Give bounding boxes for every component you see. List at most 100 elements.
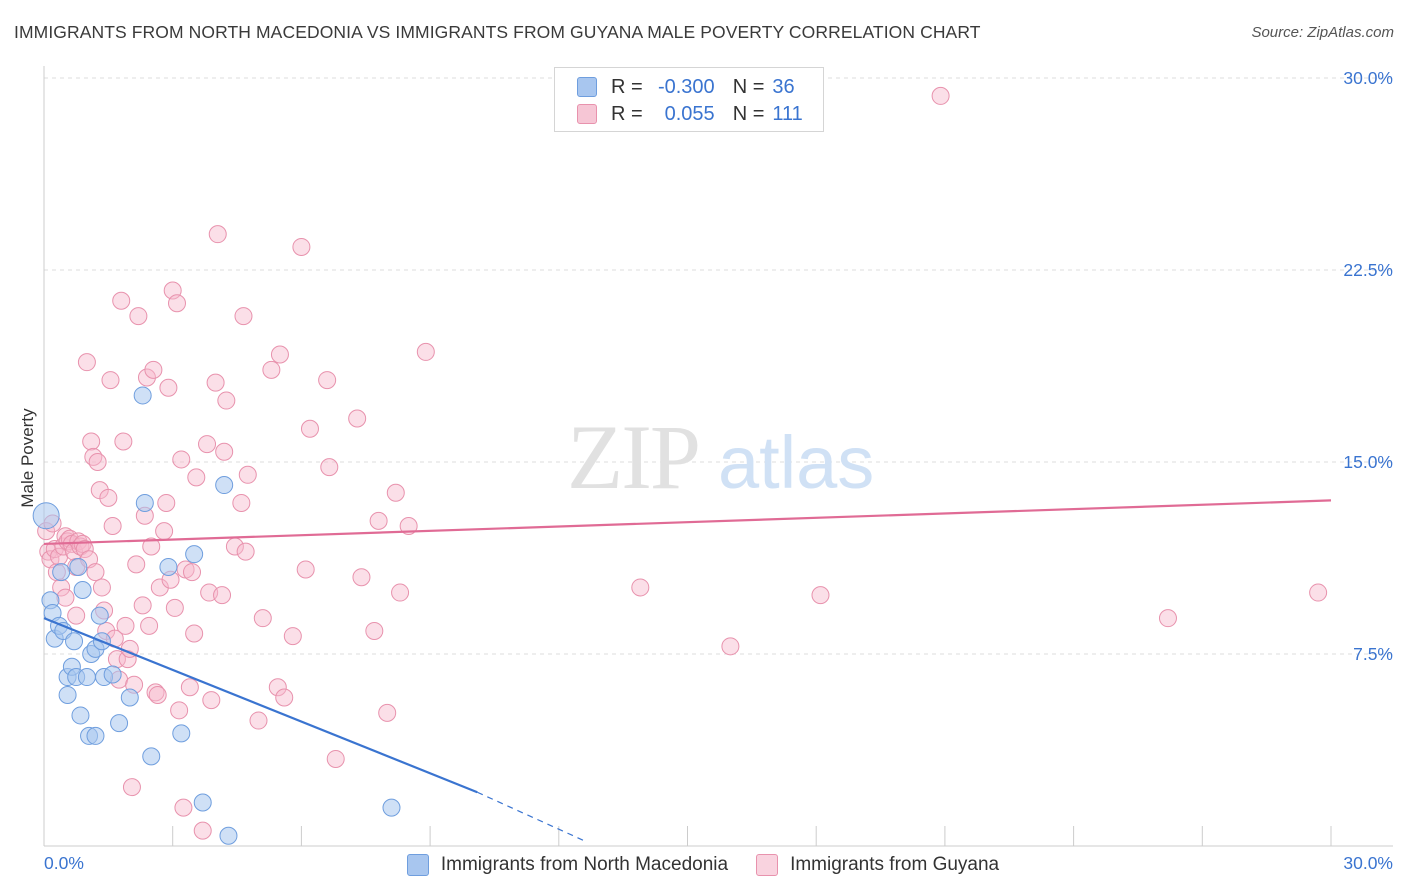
guyana-point xyxy=(99,488,118,507)
guyana-point xyxy=(129,307,148,326)
guyana-point xyxy=(326,749,345,768)
north-macedonia-point xyxy=(193,793,212,812)
guyana-point xyxy=(198,435,217,454)
guyana-point xyxy=(77,353,96,372)
guyana-point xyxy=(146,683,165,702)
legend-r-label: R = xyxy=(611,75,643,98)
north-macedonia-point xyxy=(77,668,96,687)
guyana-point xyxy=(103,517,122,535)
north-macedonia-point xyxy=(110,714,129,733)
guyana-point xyxy=(365,621,384,640)
north-macedonia-point xyxy=(142,747,161,766)
legend-r-value: -0.300 xyxy=(657,75,715,98)
north-macedonia-point xyxy=(133,386,152,405)
y-tick-label: 22.5% xyxy=(1343,260,1393,280)
guyana-point xyxy=(352,568,371,587)
guyana-point xyxy=(234,307,253,326)
legend-swatch-north-macedonia xyxy=(577,77,597,97)
series-legend: Immigrants from North Macedonia Immigran… xyxy=(0,852,1406,878)
guyana-point xyxy=(631,578,650,597)
legend-r-value: 0.055 xyxy=(664,102,715,125)
guyana-point xyxy=(283,627,302,646)
guyana-point xyxy=(270,345,289,364)
north-macedonia-point xyxy=(52,563,71,582)
north-macedonia-point xyxy=(32,502,60,530)
north-macedonia-point xyxy=(159,557,178,576)
guyana-point xyxy=(183,563,202,582)
north-macedonia-point xyxy=(215,476,234,495)
guyana-point xyxy=(82,432,101,451)
series-label-north-macedonia: Immigrants from North Macedonia xyxy=(440,854,729,875)
guyana-point xyxy=(122,778,141,797)
legend-n-value: 36 xyxy=(772,75,795,98)
chart-title: IMMIGRANTS FROM NORTH MACEDONIA VS IMMIG… xyxy=(14,22,981,42)
guyana-point xyxy=(180,678,199,697)
guyana-point xyxy=(174,798,193,817)
guyana-points xyxy=(37,86,1328,840)
guyana-point xyxy=(320,458,339,477)
guyana-point xyxy=(159,378,178,397)
north-macedonia-point xyxy=(71,706,90,725)
guyana-point xyxy=(213,586,232,605)
guyana-point xyxy=(931,86,950,105)
series-swatch-north-macedonia xyxy=(406,854,429,876)
guyana-point xyxy=(249,711,268,730)
north-macedonia-trend-extension xyxy=(477,791,585,842)
guyana-point xyxy=(318,371,337,390)
guyana-point xyxy=(142,537,161,556)
north-macedonia-point xyxy=(90,606,109,625)
watermark: ZIP atlas xyxy=(567,406,874,508)
y-tick-label: 30.0% xyxy=(1343,68,1393,88)
series-label-guyana: Immigrants from Guyana xyxy=(790,854,1000,875)
guyana-point xyxy=(187,468,206,487)
guyana-point xyxy=(721,637,740,656)
guyana-point xyxy=(185,624,204,643)
north-macedonia-point xyxy=(135,493,154,512)
guyana-point xyxy=(127,555,146,574)
legend-r-label: R = xyxy=(611,102,643,125)
north-macedonia-point xyxy=(65,632,84,651)
guyana-point xyxy=(172,450,191,469)
y-tick-label: 15.0% xyxy=(1343,452,1393,472)
y-tick-label: 7.5% xyxy=(1353,644,1393,664)
guyana-point xyxy=(155,522,174,541)
guyana-point xyxy=(296,560,315,579)
north-macedonia-point xyxy=(73,581,92,599)
guyana-point xyxy=(416,342,435,361)
north-macedonia-point xyxy=(58,685,77,704)
guyana-point xyxy=(1309,583,1328,602)
guyana-point xyxy=(86,563,105,582)
guyana-point xyxy=(262,360,281,379)
legend-swatch-guyana xyxy=(577,104,597,124)
legend-n-value: 111 xyxy=(772,102,803,125)
guyana-point xyxy=(92,578,111,597)
series-legend-north-macedonia[interactable]: Immigrants from North Macedonia xyxy=(406,854,729,876)
series-legend-guyana[interactable]: Immigrants from Guyana xyxy=(756,854,999,876)
guyana-point xyxy=(150,578,169,597)
north-macedonia-point xyxy=(172,724,191,743)
guyana-point xyxy=(232,493,251,512)
grid-layer xyxy=(44,77,1393,655)
guyana-point xyxy=(206,373,225,392)
guyana-point xyxy=(157,493,176,512)
guyana-point xyxy=(391,583,410,602)
guyana-point xyxy=(300,419,319,438)
series-swatch-guyana xyxy=(756,854,779,876)
guyana-point xyxy=(202,691,221,710)
guyana-point xyxy=(1158,609,1177,628)
guyana-point xyxy=(67,606,86,625)
guyana-point xyxy=(116,616,135,635)
guyana-point xyxy=(144,360,163,379)
guyana-point xyxy=(208,225,227,244)
north-macedonia-point xyxy=(185,545,204,564)
guyana-point xyxy=(369,511,388,530)
guyana-point xyxy=(112,291,131,310)
legend-n-label: N = xyxy=(732,75,765,98)
guyana-point xyxy=(114,432,133,451)
guyana-point xyxy=(170,701,189,720)
north-macedonia-point xyxy=(103,665,122,684)
north-macedonia-point xyxy=(120,688,139,707)
guyana-point xyxy=(386,483,405,502)
guyana-point xyxy=(238,465,257,484)
